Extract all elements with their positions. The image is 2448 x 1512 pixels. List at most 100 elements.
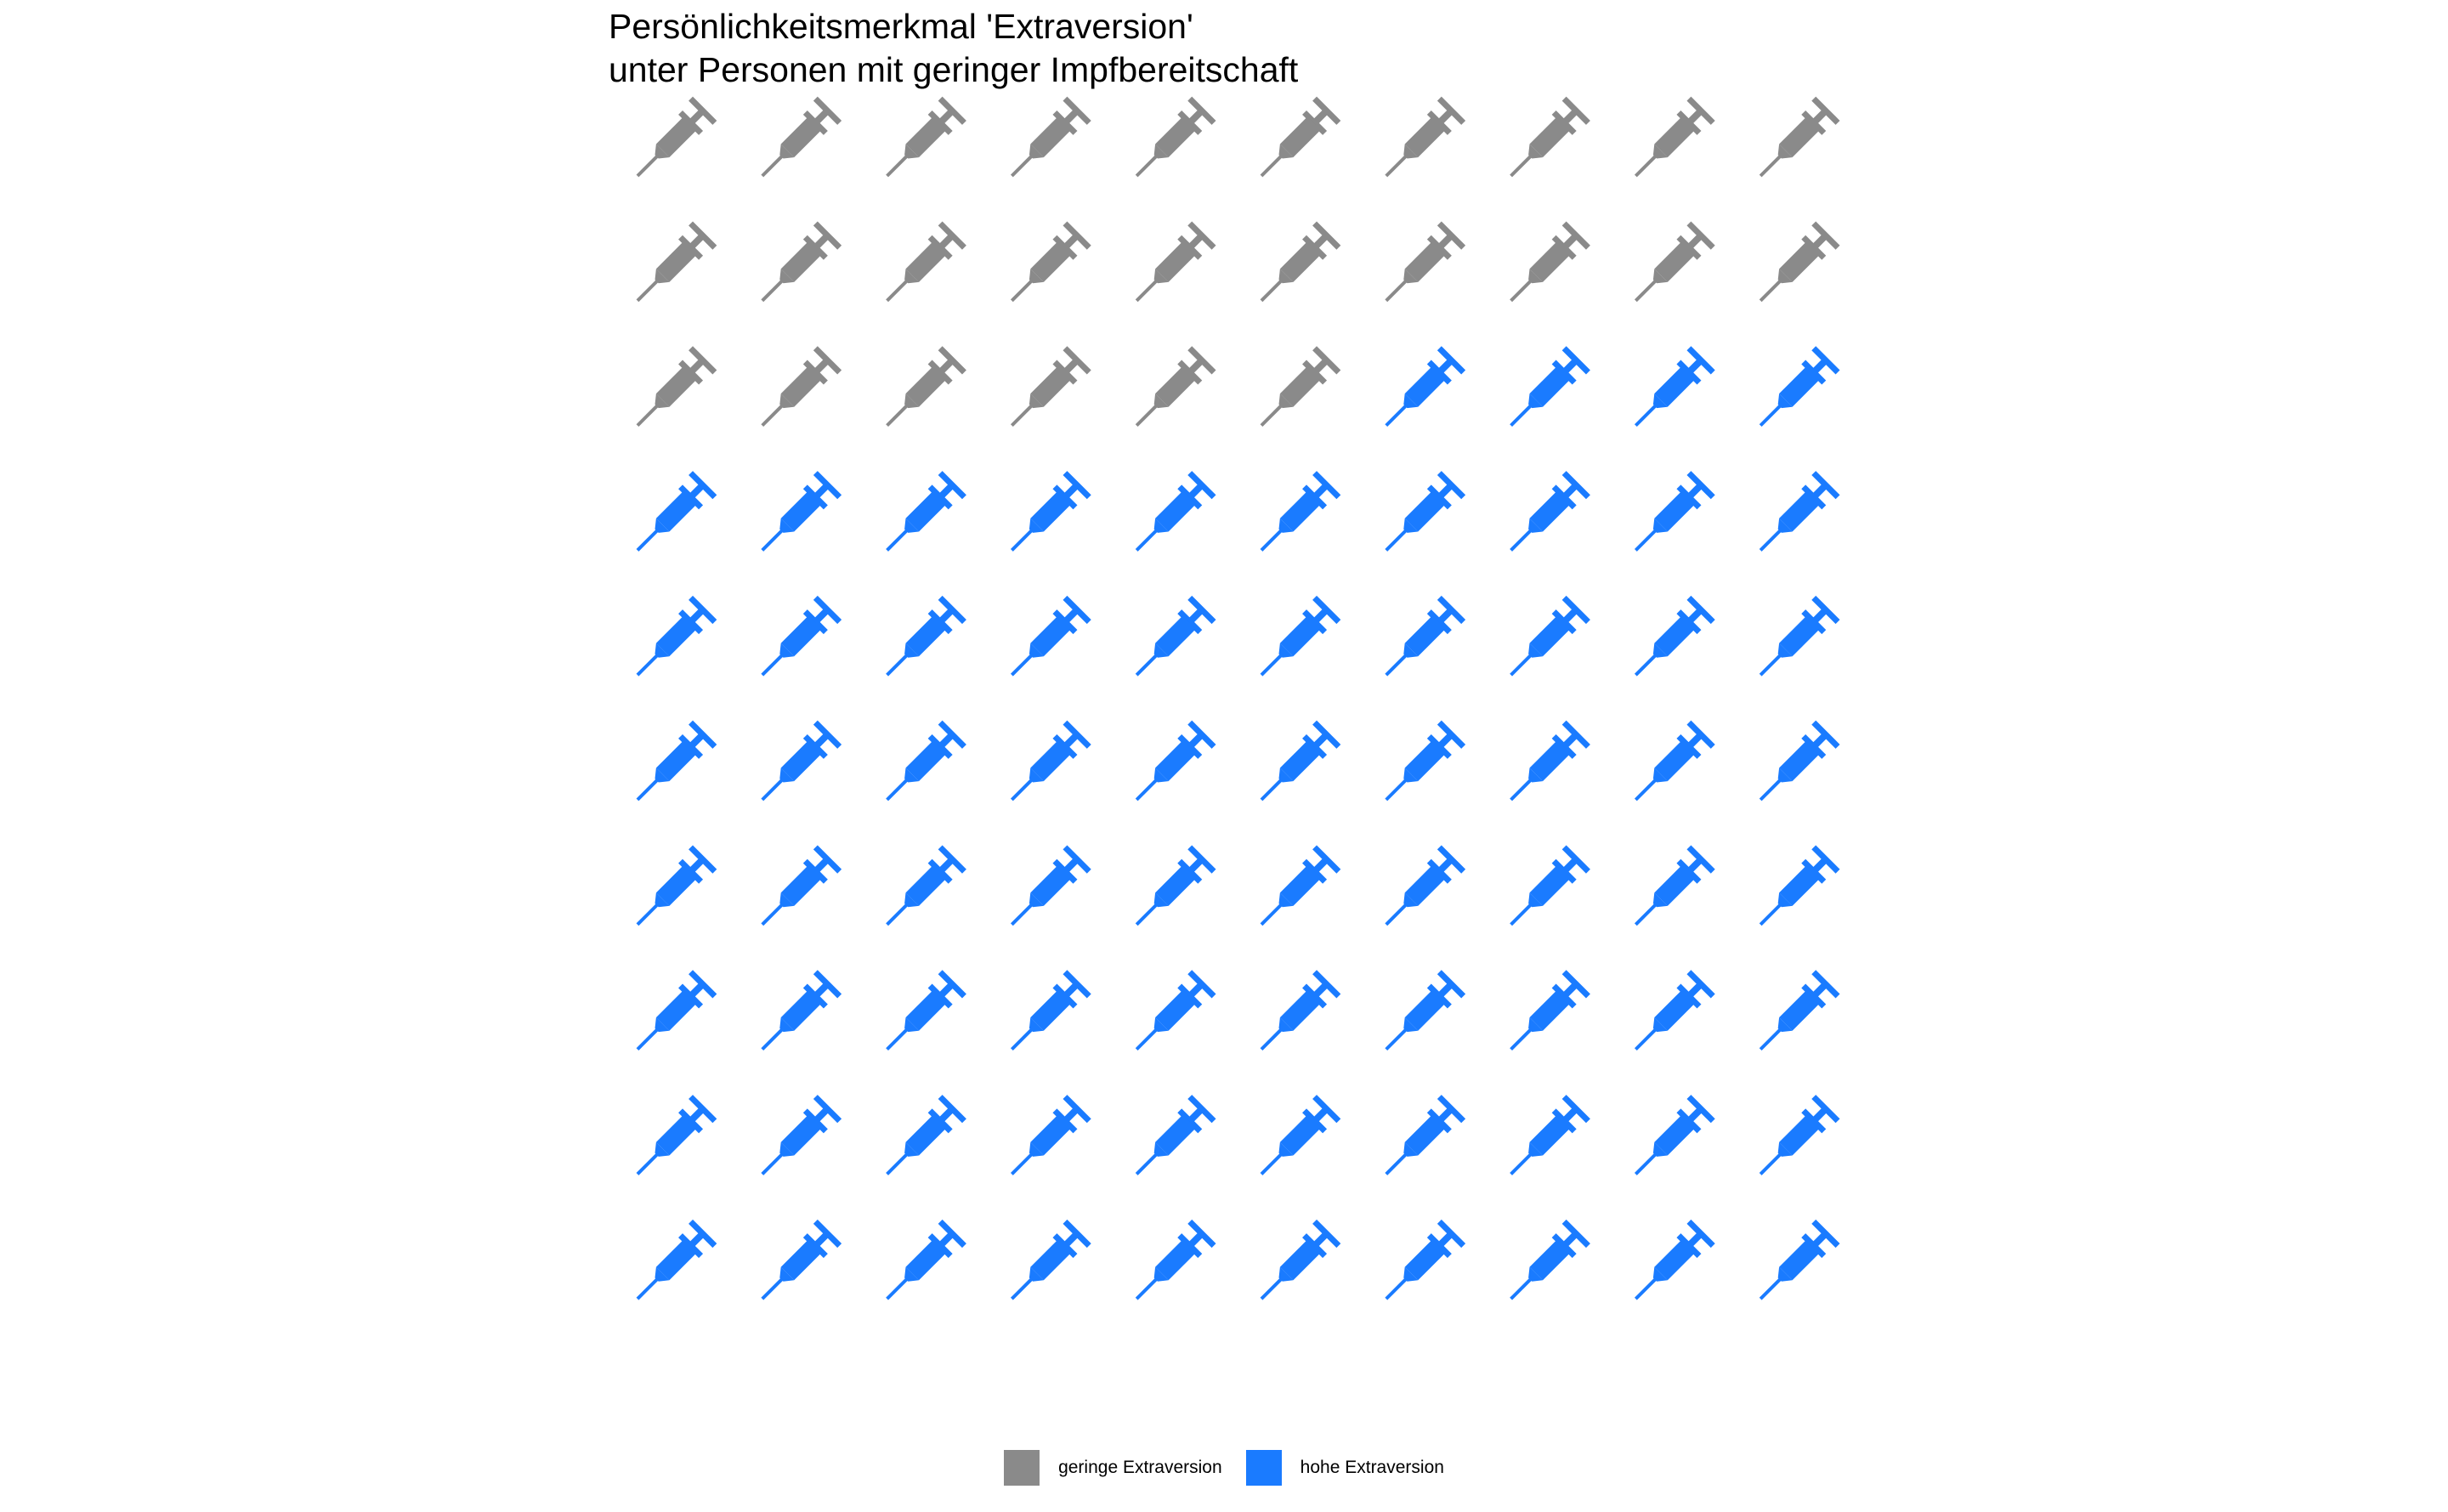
syringe-icon — [875, 471, 966, 563]
syringe-icon — [1125, 845, 1216, 937]
syringe-icon — [625, 595, 717, 688]
legend: geringe Extraversion hohe Extraversion — [0, 1450, 2448, 1486]
syringe-icon — [625, 96, 717, 189]
syringe-icon — [1125, 1219, 1216, 1311]
syringe-icon — [1624, 471, 1715, 563]
syringe-icon — [1000, 845, 1091, 937]
legend-item-geringe: geringe Extraversion — [1004, 1450, 1222, 1486]
syringe-icon — [625, 1219, 717, 1311]
syringe-icon — [875, 221, 966, 313]
syringe-icon — [1374, 346, 1466, 438]
syringe-icon — [1000, 1095, 1091, 1186]
syringe-icon — [1249, 346, 1341, 438]
syringe-icon — [1499, 221, 1590, 313]
syringe-icon — [875, 720, 966, 813]
syringe-icon — [1249, 970, 1341, 1062]
syringe-icon — [1374, 1095, 1466, 1186]
syringe-icon — [750, 1219, 842, 1311]
syringe-icon — [1624, 595, 1715, 688]
syringe-icon — [1249, 221, 1341, 313]
syringe-icon — [1374, 970, 1466, 1062]
syringe-icon — [875, 96, 966, 189]
syringe-icon — [1624, 221, 1715, 313]
syringe-icon — [625, 970, 717, 1062]
syringe-icon — [625, 845, 717, 937]
syringe-icon — [750, 970, 842, 1062]
syringe-icon — [1499, 96, 1590, 189]
legend-label-geringe: geringe Extraversion — [1058, 1458, 1222, 1477]
syringe-icon — [1499, 1219, 1590, 1311]
syringe-icon — [875, 1095, 966, 1186]
syringe-icon — [1000, 471, 1091, 563]
legend-swatch-hohe — [1245, 1450, 1282, 1486]
syringe-icon — [1249, 96, 1341, 189]
syringe-icon — [1249, 595, 1341, 688]
syringe-icon — [1249, 1219, 1341, 1311]
syringe-icon — [1249, 720, 1341, 813]
syringe-icon — [1374, 1219, 1466, 1311]
syringe-icon — [625, 1095, 717, 1186]
syringe-icon — [1624, 1219, 1715, 1311]
syringe-icon — [1000, 346, 1091, 438]
syringe-icon — [750, 595, 842, 688]
syringe-icon — [1624, 346, 1715, 438]
syringe-icon — [1125, 1095, 1216, 1186]
syringe-icon — [1249, 845, 1341, 937]
syringe-icon — [875, 346, 966, 438]
syringe-icon — [1748, 595, 1840, 688]
legend-item-hohe: hohe Extraversion — [1245, 1450, 1444, 1486]
syringe-icon — [750, 221, 842, 313]
syringe-icon — [1125, 720, 1216, 813]
syringe-icon — [1499, 720, 1590, 813]
syringe-icon — [1374, 221, 1466, 313]
syringe-icon — [750, 720, 842, 813]
syringe-icon — [1249, 1095, 1341, 1186]
syringe-icon — [1748, 720, 1840, 813]
syringe-icon — [1748, 221, 1840, 313]
syringe-icon — [1624, 96, 1715, 189]
legend-swatch-geringe — [1004, 1450, 1040, 1486]
syringe-icon — [1499, 845, 1590, 937]
syringe-icon — [750, 96, 842, 189]
syringe-icon — [1499, 595, 1590, 688]
syringe-icon — [625, 221, 717, 313]
syringe-icon — [1748, 346, 1840, 438]
syringe-icon — [1748, 845, 1840, 937]
syringe-icon — [1125, 96, 1216, 189]
syringe-icon — [1499, 970, 1590, 1062]
syringe-icon — [750, 845, 842, 937]
syringe-icon — [1000, 720, 1091, 813]
syringe-icon — [1374, 595, 1466, 688]
syringe-icon — [1748, 471, 1840, 563]
syringe-icon — [1624, 970, 1715, 1062]
syringe-icon — [1000, 1219, 1091, 1311]
syringe-icon — [1748, 96, 1840, 189]
syringe-icon — [1748, 970, 1840, 1062]
syringe-icon — [1125, 595, 1216, 688]
syringe-icon — [750, 471, 842, 563]
syringe-icon — [1499, 346, 1590, 438]
syringe-icon — [1624, 720, 1715, 813]
syringe-icon — [750, 1095, 842, 1186]
syringe-icon — [1748, 1219, 1840, 1311]
syringe-icon — [1374, 96, 1466, 189]
syringe-icon — [1499, 1095, 1590, 1186]
syringe-icon — [1125, 221, 1216, 313]
syringe-icon — [875, 595, 966, 688]
syringe-icon — [1000, 96, 1091, 189]
syringe-icon — [1624, 1095, 1715, 1186]
syringe-icon — [1499, 471, 1590, 563]
syringe-icon — [875, 845, 966, 937]
syringe-icon — [625, 346, 717, 438]
syringe-icon — [1748, 1095, 1840, 1186]
syringe-icon — [1000, 970, 1091, 1062]
syringe-icon — [625, 720, 717, 813]
chart-title-line-2: unter Personen mit geringer Impfbereitsc… — [609, 50, 1299, 89]
syringe-icon — [750, 346, 842, 438]
syringe-icon — [875, 970, 966, 1062]
chart-title: Persönlichkeitsmerkmal 'Extraversion' un… — [609, 5, 1298, 92]
syringe-icon — [1374, 720, 1466, 813]
syringe-icon — [625, 471, 717, 563]
syringe-icon — [1624, 845, 1715, 937]
